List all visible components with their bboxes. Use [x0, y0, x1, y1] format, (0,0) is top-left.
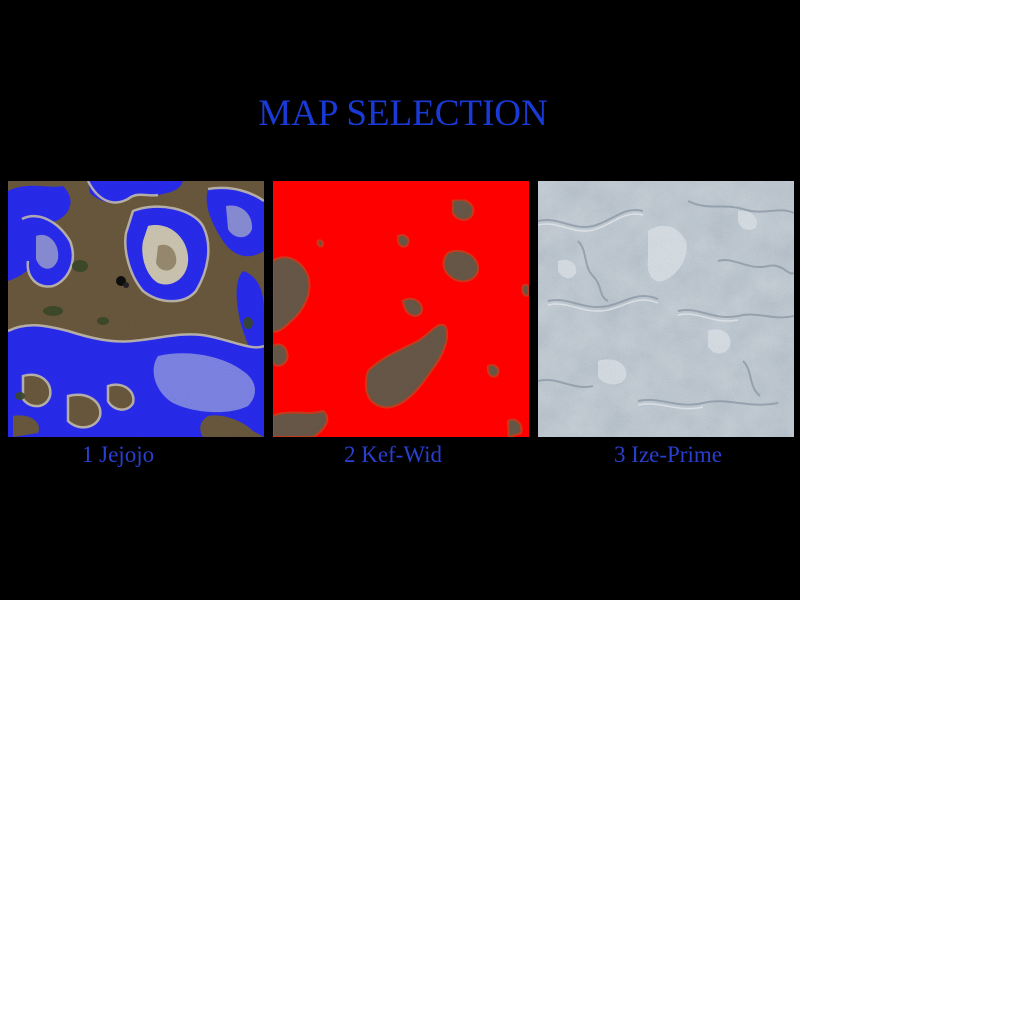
map-thumbnail-kef-wid[interactable]: [273, 181, 529, 437]
map-thumbnail-jejojo[interactable]: [8, 181, 264, 437]
map-thumbnail-ize-prime[interactable]: [538, 181, 794, 437]
map-selection-screen: MAP SELECTION: [0, 0, 800, 600]
map-preview-image: [8, 181, 264, 437]
map-preview-image: [273, 181, 529, 437]
map-label-ize-prime[interactable]: 3 Ize-Prime: [614, 442, 722, 467]
map-label-kef-wid[interactable]: 2 Kef-Wid: [343, 442, 443, 467]
map-label-jejojo[interactable]: 1 Jejojo: [81, 442, 155, 467]
map-preview-image: [538, 181, 794, 437]
page-title: MAP SELECTION: [258, 93, 548, 134]
